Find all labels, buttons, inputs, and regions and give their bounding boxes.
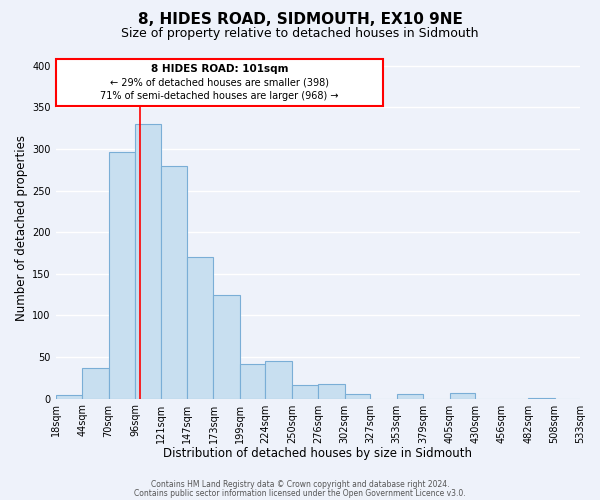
Bar <box>345 394 370 398</box>
Text: 8 HIDES ROAD: 101sqm: 8 HIDES ROAD: 101sqm <box>151 64 289 74</box>
Bar <box>292 386 319 398</box>
Bar <box>265 361 292 399</box>
Bar <box>449 393 475 398</box>
Text: 8, HIDES ROAD, SIDMOUTH, EX10 9NE: 8, HIDES ROAD, SIDMOUTH, EX10 9NE <box>137 12 463 28</box>
Bar <box>135 124 161 398</box>
X-axis label: Distribution of detached houses by size in Sidmouth: Distribution of detached houses by size … <box>163 447 472 460</box>
Text: 71% of semi-detached houses are larger (968) →: 71% of semi-detached houses are larger (… <box>100 90 339 101</box>
Y-axis label: Number of detached properties: Number of detached properties <box>15 135 28 321</box>
Bar <box>397 394 423 398</box>
FancyBboxPatch shape <box>56 59 383 106</box>
Bar <box>161 166 187 398</box>
Bar <box>82 368 109 398</box>
Bar <box>109 152 135 398</box>
Bar <box>319 384 345 398</box>
Text: Size of property relative to detached houses in Sidmouth: Size of property relative to detached ho… <box>121 28 479 40</box>
Bar <box>240 364 265 398</box>
Bar <box>214 296 240 399</box>
Bar <box>187 257 214 398</box>
Text: ← 29% of detached houses are smaller (398): ← 29% of detached houses are smaller (39… <box>110 78 329 88</box>
Text: Contains HM Land Registry data © Crown copyright and database right 2024.: Contains HM Land Registry data © Crown c… <box>151 480 449 489</box>
Text: Contains public sector information licensed under the Open Government Licence v3: Contains public sector information licen… <box>134 488 466 498</box>
Bar <box>56 396 82 398</box>
